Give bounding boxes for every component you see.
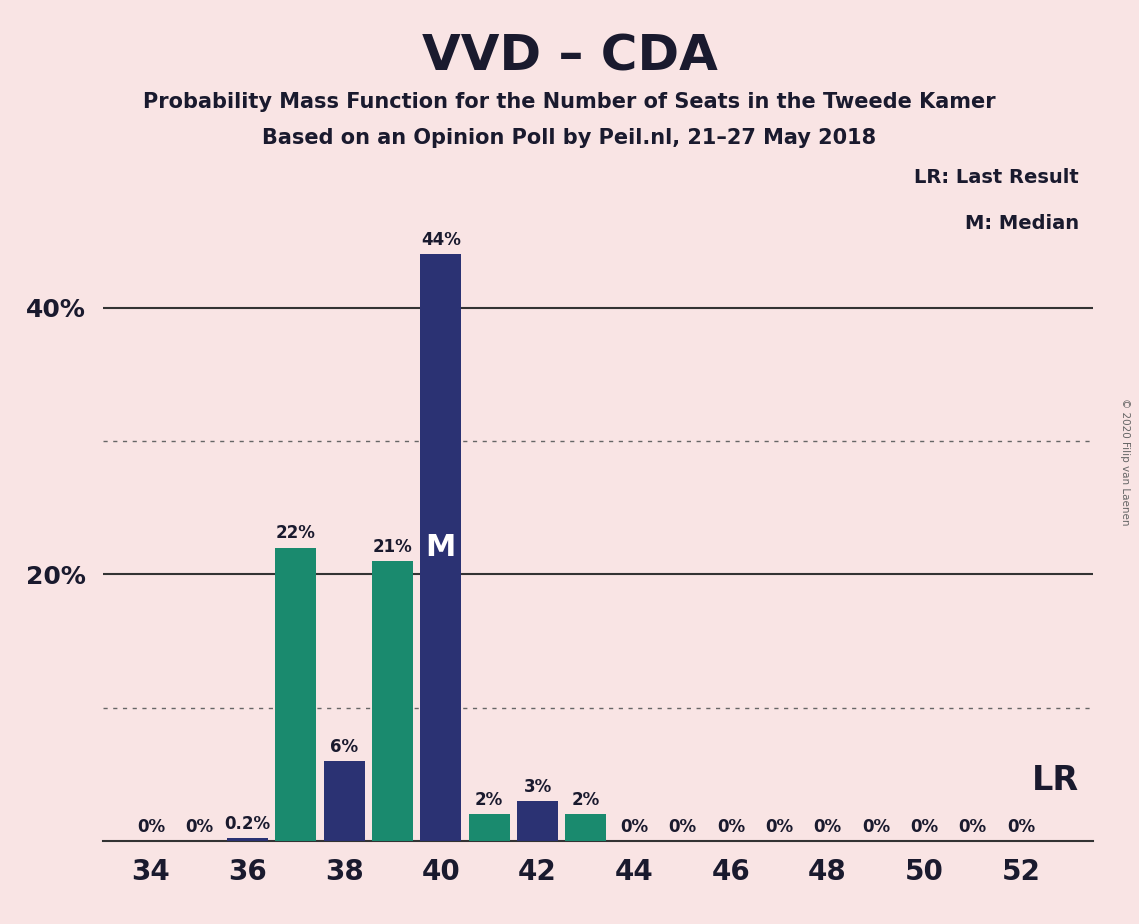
Text: 0%: 0%	[910, 818, 939, 835]
Text: 3%: 3%	[524, 777, 551, 796]
Text: 0%: 0%	[716, 818, 745, 835]
Bar	[468, 814, 510, 841]
Bar	[323, 760, 364, 841]
Text: 2%: 2%	[475, 791, 503, 808]
Text: M: Median: M: Median	[965, 214, 1079, 234]
Text: Based on an Opinion Poll by Peil.nl, 21–27 May 2018: Based on an Opinion Poll by Peil.nl, 21–…	[262, 128, 877, 148]
Text: 44%: 44%	[421, 231, 461, 249]
Bar	[517, 801, 558, 841]
Text: © 2020 Filip van Laenen: © 2020 Filip van Laenen	[1121, 398, 1130, 526]
Text: 22%: 22%	[276, 524, 316, 542]
Text: 2%: 2%	[572, 791, 600, 808]
Text: M: M	[426, 533, 456, 562]
Text: 6%: 6%	[330, 737, 359, 756]
Bar	[420, 254, 461, 841]
Text: 0%: 0%	[765, 818, 793, 835]
Bar	[372, 561, 413, 841]
Text: 0%: 0%	[1007, 818, 1035, 835]
Text: 0%: 0%	[137, 818, 165, 835]
Bar	[227, 838, 268, 841]
Text: 0%: 0%	[186, 818, 213, 835]
Text: VVD – CDA: VVD – CDA	[421, 32, 718, 80]
Text: LR: LR	[1032, 764, 1079, 797]
Text: LR: Last Result: LR: Last Result	[915, 168, 1079, 187]
Text: Probability Mass Function for the Number of Seats in the Tweede Kamer: Probability Mass Function for the Number…	[144, 92, 995, 113]
Text: 0.2%: 0.2%	[224, 815, 271, 833]
Text: 0%: 0%	[813, 818, 842, 835]
Bar	[276, 548, 317, 841]
Bar	[565, 814, 606, 841]
Text: 21%: 21%	[372, 538, 412, 555]
Text: 0%: 0%	[669, 818, 697, 835]
Text: 0%: 0%	[620, 818, 648, 835]
Text: 0%: 0%	[959, 818, 986, 835]
Text: 0%: 0%	[862, 818, 890, 835]
